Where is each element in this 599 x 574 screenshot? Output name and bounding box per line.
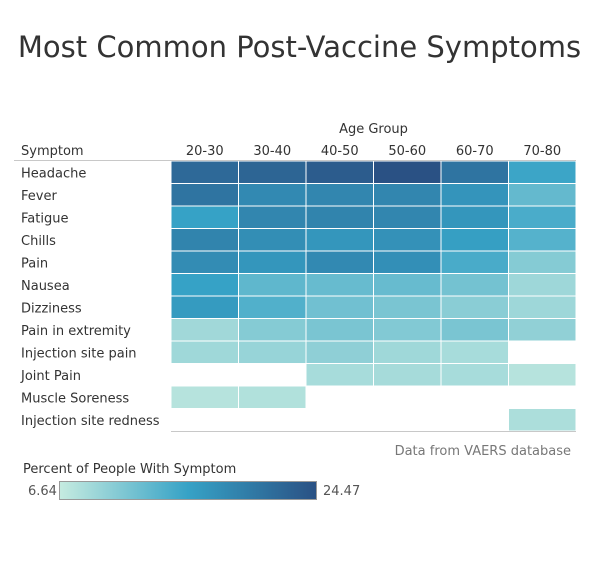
- legend-gradient-bar: [59, 481, 317, 500]
- heatmap-cell: [441, 184, 509, 207]
- column-label: 60-70: [456, 144, 494, 159]
- heatmap-cell: [239, 274, 307, 297]
- heatmap-cell: [441, 319, 509, 342]
- heatmap-cell: [306, 319, 374, 342]
- heatmap-cell: [509, 296, 577, 319]
- heatmap-cell: [306, 296, 374, 319]
- heatmap-cell: [441, 274, 509, 297]
- heatmap-cell: [171, 319, 239, 342]
- column-label: 70-80: [523, 144, 561, 159]
- heatmap-cell: [509, 274, 577, 297]
- heatmap-cell: [441, 206, 509, 229]
- heatmap-cell: [239, 229, 307, 252]
- heatmap-cell: [441, 341, 509, 364]
- heatmap-cell: [239, 386, 307, 409]
- heatmap-cell: [171, 229, 239, 252]
- row-label: Dizziness: [21, 301, 82, 316]
- heatmap-cell: [509, 409, 577, 432]
- source-note: Data from VAERS database: [395, 444, 571, 459]
- legend-max-label: 24.47: [323, 484, 360, 499]
- column-label: 20-30: [186, 144, 224, 159]
- heatmap-cell: [239, 251, 307, 274]
- legend-min-label: 6.64: [28, 484, 57, 499]
- row-label: Fatigue: [21, 211, 68, 226]
- column-label: 40-50: [321, 144, 359, 159]
- heatmap-cell: [509, 161, 577, 184]
- heatmap-cell: [171, 251, 239, 274]
- heatmap-cell: [239, 319, 307, 342]
- heatmap-cell: [306, 184, 374, 207]
- heatmap-cell: [239, 341, 307, 364]
- heatmap-cell: [306, 229, 374, 252]
- row-header: Symptom: [21, 144, 84, 159]
- column-group-header: Age Group: [339, 122, 408, 137]
- heatmap-chart: Age Group Symptom 20-30 30-40 40-50 50-60 60-7…: [0, 0, 599, 440]
- heatmap-cell: [171, 161, 239, 184]
- heatmap-cell: [374, 251, 442, 274]
- heatmap-cell: [509, 206, 577, 229]
- heatmap-cell: [374, 296, 442, 319]
- heatmap-cell: [171, 341, 239, 364]
- heatmap-cell: [374, 206, 442, 229]
- heatmap-cell: [171, 296, 239, 319]
- heatmap-cell: [374, 364, 442, 387]
- heatmap-cell: [441, 296, 509, 319]
- row-label: Injection site redness: [21, 414, 160, 429]
- legend-title: Percent of People With Symptom: [23, 462, 236, 477]
- column-label: 30-40: [253, 144, 291, 159]
- heatmap-cell: [171, 184, 239, 207]
- heatmap-cell: [509, 229, 577, 252]
- row-label: Fever: [21, 189, 57, 204]
- heatmap-cell: [509, 364, 577, 387]
- heatmap-cell: [239, 296, 307, 319]
- heatmap-cell: [306, 161, 374, 184]
- row-label: Pain in extremity: [21, 324, 131, 339]
- row-label: Headache: [21, 166, 86, 181]
- heatmap-cell: [374, 229, 442, 252]
- heatmap-cell: [374, 184, 442, 207]
- heatmap-cell: [374, 319, 442, 342]
- heatmap-cell: [441, 161, 509, 184]
- heatmap-cell: [171, 206, 239, 229]
- heatmap-cell: [441, 364, 509, 387]
- heatmap-cell: [509, 319, 577, 342]
- heatmap-cell: [306, 341, 374, 364]
- heatmap-cell: [239, 184, 307, 207]
- row-label: Pain: [21, 256, 48, 271]
- heatmap-cell: [441, 251, 509, 274]
- heatmap-cell: [171, 274, 239, 297]
- heatmap-cell: [306, 251, 374, 274]
- row-label: Injection site pain: [21, 346, 137, 361]
- heatmap-cell: [239, 161, 307, 184]
- heatmap-cell: [374, 341, 442, 364]
- heatmap-cell: [441, 229, 509, 252]
- heatmap-cell: [509, 251, 577, 274]
- heatmap-cell: [306, 364, 374, 387]
- heatmap-cell: [374, 274, 442, 297]
- row-label: Nausea: [21, 279, 70, 294]
- row-label: Muscle Soreness: [21, 391, 129, 406]
- heatmap-cell: [306, 274, 374, 297]
- heatmap-cell: [509, 184, 577, 207]
- row-label: Joint Pain: [20, 369, 81, 384]
- heatmap-cell: [171, 386, 239, 409]
- column-label: 50-60: [388, 144, 426, 159]
- row-label: Chills: [21, 234, 56, 249]
- heatmap-cell: [374, 161, 442, 184]
- heatmap-cell: [239, 206, 307, 229]
- heatmap-cell: [306, 206, 374, 229]
